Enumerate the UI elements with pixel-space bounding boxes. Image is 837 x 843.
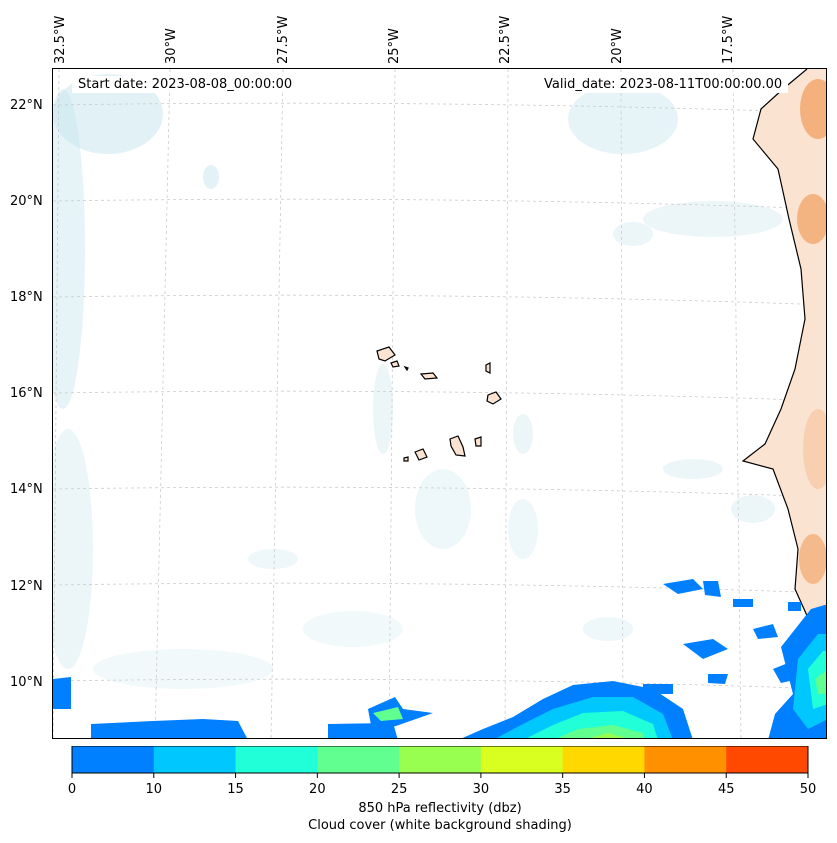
lon-label-27-5w: 27.5°W <box>276 15 291 64</box>
colorbar-tick-label: 30 <box>473 782 490 797</box>
cape-verde-islands <box>376 346 502 462</box>
colorbar-swatch <box>153 746 237 773</box>
valid-date-label: Valid_date: 2023-08-11T00:00:00.00 <box>538 76 789 93</box>
colorbar-swatch <box>562 746 645 773</box>
colorbar-swatch <box>480 746 564 773</box>
lon-label-22-5w: 22.5°W <box>498 15 513 64</box>
colorbar-tick-label: 15 <box>227 782 244 797</box>
colorbar-tick-label: 45 <box>718 782 735 797</box>
colorbar-tick-label: 35 <box>554 782 571 797</box>
west-africa-land <box>741 69 826 738</box>
colorbar-swatch <box>644 746 727 773</box>
start-date-label: Start date: 2023-08-08_00:00:00 <box>72 76 299 93</box>
colorbar-label-cloud-cover: Cloud cover (white background shading) <box>308 818 572 833</box>
colorbar-tick-label: 50 <box>800 782 817 797</box>
lon-label-30w: 30°W <box>164 28 179 64</box>
colorbar-tick-label: 0 <box>68 782 76 797</box>
reflectivity-layer <box>53 579 826 738</box>
colorbar-tick-label: 10 <box>146 782 163 797</box>
colorbar-tick-label: 40 <box>636 782 653 797</box>
colorbar-swatch <box>399 746 482 773</box>
lon-label-25w: 25°W <box>387 28 402 64</box>
map-canvas <box>53 69 826 738</box>
lon-label-17-5w: 17.5°W <box>721 15 736 64</box>
lat-label-14n: 14°N <box>10 482 43 497</box>
colorbar-frame <box>71 746 809 774</box>
lat-label-16n: 16°N <box>10 386 43 401</box>
colorbar-swatch <box>235 746 318 773</box>
colorbar-ticks: 0 10 15 20 25 30 35 40 45 50 <box>68 773 816 797</box>
lat-label-20n: 20°N <box>10 194 43 209</box>
colorbar-tick-label: 25 <box>391 782 408 797</box>
map-panel <box>52 68 827 739</box>
colorbar-swatches <box>72 746 809 773</box>
lat-label-22n: 22°N <box>10 98 43 113</box>
colorbar-label-reflectivity: 850 hPa reflectivity (dbz) <box>358 801 522 816</box>
colorbar-swatch <box>726 746 809 773</box>
lat-label-10n: 10°N <box>10 675 43 690</box>
colorbar-swatch <box>72 746 155 773</box>
colorbar-swatch <box>317 746 400 773</box>
lon-label-32-5w: 32.5°W <box>53 15 68 64</box>
lat-label-12n: 12°N <box>10 579 43 594</box>
lon-label-20w: 20°W <box>610 28 625 64</box>
colorbar-tick-label: 20 <box>309 782 326 797</box>
colorbar: 0 10 15 20 25 30 35 40 45 50 <box>68 746 816 797</box>
lat-label-18n: 18°N <box>10 290 43 305</box>
cloud-cover-layer <box>53 74 783 689</box>
gridlines <box>53 69 826 738</box>
